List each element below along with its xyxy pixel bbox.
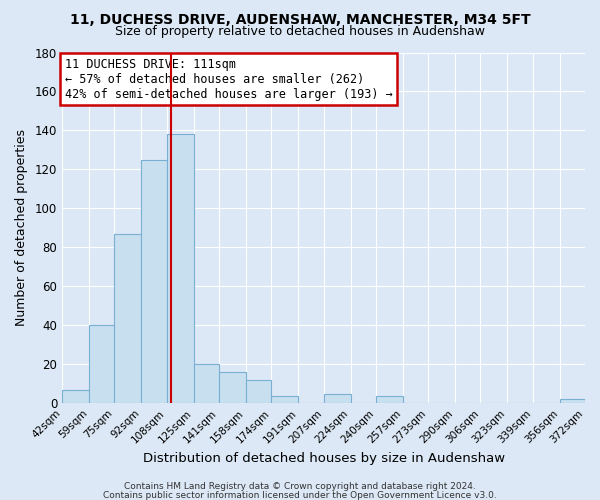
Bar (376, 396, 403, 404)
Text: 11, DUCHESS DRIVE, AUDENSHAW, MANCHESTER, M34 5FT: 11, DUCHESS DRIVE, AUDENSHAW, MANCHESTER… (70, 12, 530, 26)
Bar (142, 160, 167, 404)
Text: Size of property relative to detached houses in Audenshaw: Size of property relative to detached ho… (115, 25, 485, 38)
X-axis label: Distribution of detached houses by size in Audenshaw: Distribution of detached houses by size … (143, 452, 505, 465)
Y-axis label: Number of detached properties: Number of detached properties (15, 130, 28, 326)
Text: 11 DUCHESS DRIVE: 111sqm
← 57% of detached houses are smaller (262)
42% of semi-: 11 DUCHESS DRIVE: 111sqm ← 57% of detach… (65, 58, 392, 101)
Bar (115, 234, 142, 404)
Bar (89, 326, 115, 404)
Bar (219, 372, 246, 404)
Bar (167, 134, 194, 404)
Bar (271, 396, 298, 404)
Bar (62, 390, 89, 404)
Text: Contains public sector information licensed under the Open Government Licence v3: Contains public sector information licen… (103, 490, 497, 500)
Text: Contains HM Land Registry data © Crown copyright and database right 2024.: Contains HM Land Registry data © Crown c… (124, 482, 476, 491)
Bar (194, 364, 219, 404)
Bar (246, 380, 271, 404)
Bar (560, 400, 585, 404)
Bar (323, 394, 350, 404)
